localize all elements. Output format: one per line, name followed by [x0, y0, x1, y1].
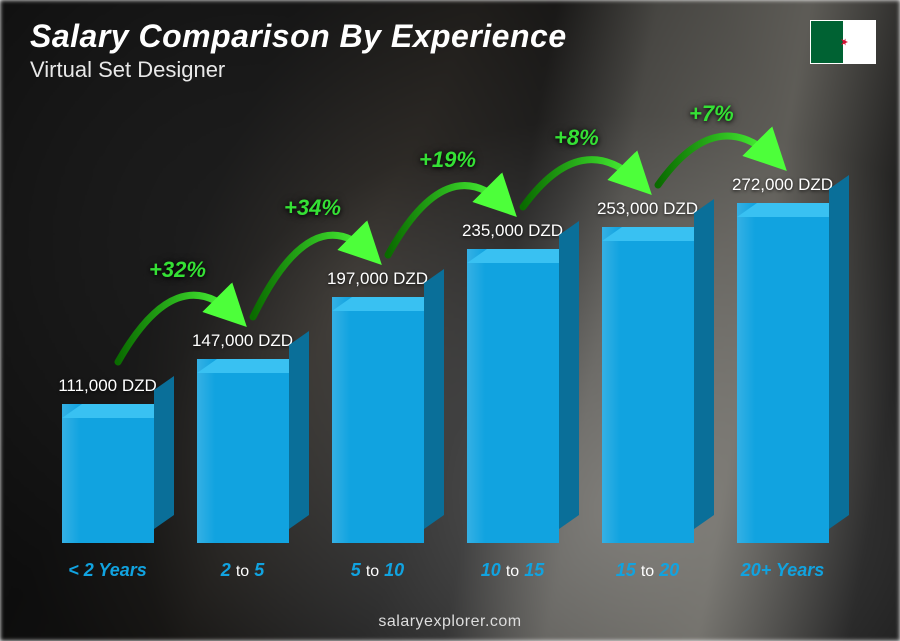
bar-side-face [829, 175, 849, 529]
delta-pct-label: +7% [689, 101, 734, 127]
delta-pct-label: +34% [284, 195, 341, 221]
bar-group: 197,000 DZD [310, 110, 445, 543]
bar-value-label: 111,000 DZD [58, 376, 157, 396]
bar [62, 404, 154, 543]
bar-group: 111,000 DZD [40, 110, 175, 543]
bar-group: 253,000 DZD [580, 110, 715, 543]
bar-side-face [154, 376, 174, 529]
bar-side-face [694, 199, 714, 529]
footer-attribution: salaryexplorer.com [0, 613, 900, 631]
page-title: Salary Comparison By Experience [30, 18, 567, 55]
bar-side-face [289, 331, 309, 529]
bar-front-face [602, 227, 694, 543]
bar-value-label: 235,000 DZD [462, 221, 563, 241]
x-axis-label: 2 to 5 [175, 560, 310, 581]
bar-front-face [197, 359, 289, 543]
x-axis-label: 20+ Years [715, 560, 850, 581]
delta-pct-label: +8% [554, 125, 599, 151]
x-axis-label: < 2 Years [40, 560, 175, 581]
bar-side-face [559, 221, 579, 529]
header: Salary Comparison By Experience Virtual … [30, 18, 567, 83]
bar-value-label: 197,000 DZD [327, 269, 428, 289]
bar [197, 359, 289, 543]
bars-container: 111,000 DZD 147,000 DZD 197,000 DZD 235,000… [40, 110, 850, 543]
bar-group: 235,000 DZD [445, 110, 580, 543]
bar-side-face [424, 269, 444, 529]
bar-front-face [467, 249, 559, 543]
delta-pct-label: +32% [149, 257, 206, 283]
bar [332, 297, 424, 543]
flag-algeria [810, 20, 876, 64]
page-subtitle: Virtual Set Designer [30, 57, 567, 83]
bar [602, 227, 694, 543]
bar-value-label: 147,000 DZD [192, 331, 293, 351]
bar [467, 249, 559, 543]
bar-group: 272,000 DZD [715, 110, 850, 543]
flag-emblem-icon [828, 27, 858, 57]
chart-area: 111,000 DZD 147,000 DZD 197,000 DZD 235,000… [40, 110, 850, 581]
bar [737, 203, 829, 543]
x-axis-label: 5 to 10 [310, 560, 445, 581]
bar-value-label: 272,000 DZD [732, 175, 833, 195]
bar-value-label: 253,000 DZD [597, 199, 698, 219]
bar-front-face [332, 297, 424, 543]
x-axis-label: 10 to 15 [445, 560, 580, 581]
bar-front-face [737, 203, 829, 543]
x-axis: < 2 Years2 to 55 to 1010 to 1515 to 2020… [40, 560, 850, 581]
bar-front-face [62, 404, 154, 543]
delta-pct-label: +19% [419, 147, 476, 173]
x-axis-label: 15 to 20 [580, 560, 715, 581]
bar-group: 147,000 DZD [175, 110, 310, 543]
